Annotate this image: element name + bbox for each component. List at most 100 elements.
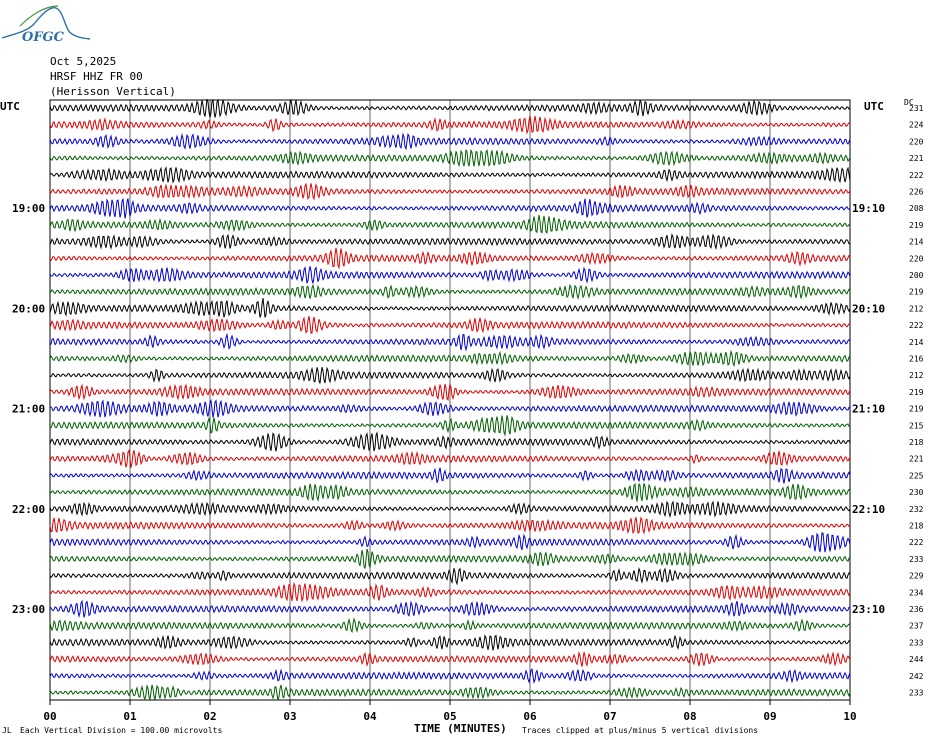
trace-14 xyxy=(49,316,851,334)
dc-offset-label: 224 xyxy=(909,121,924,130)
trace-16 xyxy=(49,349,851,368)
dc-offset-label: 222 xyxy=(909,321,924,330)
minute-gridlines xyxy=(129,100,771,700)
x-tick-label: 01 xyxy=(123,710,137,723)
left-time-label: 21:00 xyxy=(12,403,45,416)
trace-36 xyxy=(49,684,851,702)
x-tick-label: 05 xyxy=(443,710,456,723)
left-time-label: 19:00 xyxy=(12,202,45,215)
trace-9 xyxy=(49,233,851,251)
left-time-labels: 19:00 20:00 21:00 22:00 23:00 xyxy=(12,202,45,616)
dc-offset-label: 200 xyxy=(909,271,924,280)
trace-13 xyxy=(49,297,851,318)
footer-mark: JL xyxy=(2,726,12,735)
left-time-label: 23:00 xyxy=(12,603,45,616)
dc-offset-label: 218 xyxy=(909,522,924,531)
dc-offset-label: 242 xyxy=(909,672,924,681)
trace-21 xyxy=(49,431,851,452)
trace-17 xyxy=(49,366,851,384)
trace-26 xyxy=(49,516,851,535)
x-axis-ticks: 00 01 02 03 04 05 06 07 08 09 10 xyxy=(43,700,857,723)
trace-19 xyxy=(49,398,851,418)
x-tick-label: 02 xyxy=(203,710,216,723)
trace-7 xyxy=(49,197,851,219)
footer-vertical-division: Each Vertical Division = 100.00 microvol… xyxy=(20,726,222,735)
trace-5 xyxy=(49,166,851,184)
right-time-label: 23:10 xyxy=(852,603,885,616)
logo-text: OFGC xyxy=(22,30,65,45)
x-tick-label: 00 xyxy=(43,710,56,723)
utc-label-right: UTC xyxy=(864,100,884,113)
footer-clipping: Traces clipped at plus/minus 5 vertical … xyxy=(522,726,758,735)
trace-31 xyxy=(49,599,851,618)
dc-offset-label: 231 xyxy=(909,104,924,113)
header-date: Oct 5,2025 xyxy=(50,55,116,68)
dc-offset-label: 221 xyxy=(909,455,924,464)
dc-offset-label: 233 xyxy=(909,689,924,698)
dc-offset-label: 212 xyxy=(909,304,924,313)
x-tick-label: 08 xyxy=(683,710,696,723)
header-station: HRSF HHZ FR 00 xyxy=(50,70,143,83)
dc-offset-label: 233 xyxy=(909,555,924,564)
trace-15 xyxy=(49,332,851,352)
trace-29 xyxy=(49,566,851,586)
dc-offset-label: 214 xyxy=(909,338,924,347)
x-tick-label: 09 xyxy=(763,710,776,723)
dc-offset-labels: 231 224 220 221 222 226 208 219 214 220 200 219 212 2… xyxy=(909,104,924,698)
trace-10 xyxy=(49,247,851,270)
dc-offset-label: 236 xyxy=(909,605,924,614)
trace-11 xyxy=(49,266,851,284)
trace-28 xyxy=(49,548,851,569)
right-time-labels: 19:10 20:10 21:10 22:10 23:10 xyxy=(852,202,885,616)
dc-offset-label: 219 xyxy=(909,221,924,230)
x-tick-label: 04 xyxy=(363,710,377,723)
ofgc-logo: OFGC xyxy=(1,5,91,45)
trace-3 xyxy=(49,132,851,151)
dc-label: DC xyxy=(904,98,914,107)
right-time-label: 22:10 xyxy=(852,503,885,516)
trace-1 xyxy=(49,98,851,118)
dc-offset-label: 215 xyxy=(909,421,924,430)
trace-24 xyxy=(49,482,851,503)
right-time-label: 19:10 xyxy=(852,202,885,215)
dc-offset-label: 208 xyxy=(909,204,924,213)
left-time-label: 20:00 xyxy=(12,302,45,315)
seismic-traces xyxy=(49,98,851,702)
dc-offset-label: 230 xyxy=(909,488,924,497)
dc-offset-label: 226 xyxy=(909,188,924,197)
trace-8 xyxy=(49,214,851,234)
trace-22 xyxy=(49,448,851,468)
dc-offset-label: 244 xyxy=(909,655,924,664)
x-axis-title: TIME (MINUTES) xyxy=(414,722,507,735)
trace-32 xyxy=(49,617,851,634)
trace-6 xyxy=(49,182,851,201)
right-time-label: 21:10 xyxy=(852,403,885,416)
trace-4 xyxy=(49,148,851,168)
utc-label-left: UTC xyxy=(0,100,20,113)
dc-offset-label: 219 xyxy=(909,405,924,414)
dc-offset-label: 216 xyxy=(909,355,924,364)
trace-34 xyxy=(49,651,851,668)
dc-offset-label: 214 xyxy=(909,238,924,247)
dc-offset-label: 222 xyxy=(909,171,924,180)
trace-20 xyxy=(49,415,851,437)
dc-offset-label: 222 xyxy=(909,538,924,547)
x-tick-label: 06 xyxy=(523,710,537,723)
trace-12 xyxy=(49,283,851,300)
x-tick-label: 07 xyxy=(603,710,616,723)
trace-27 xyxy=(49,532,851,553)
trace-23 xyxy=(49,467,851,484)
dc-offset-label: 220 xyxy=(909,254,924,263)
right-time-label: 20:10 xyxy=(852,302,885,315)
dc-offset-label: 218 xyxy=(909,438,924,447)
dc-offset-label: 225 xyxy=(909,471,924,480)
trace-18 xyxy=(49,382,851,402)
header-location: (Herisson Vertical) xyxy=(50,85,176,98)
trace-2 xyxy=(49,115,851,135)
trace-35 xyxy=(49,668,851,685)
left-time-label: 22:00 xyxy=(12,503,45,516)
dc-offset-label: 220 xyxy=(909,137,924,146)
dc-offset-label: 234 xyxy=(909,588,924,597)
x-tick-label: 10 xyxy=(843,710,856,723)
